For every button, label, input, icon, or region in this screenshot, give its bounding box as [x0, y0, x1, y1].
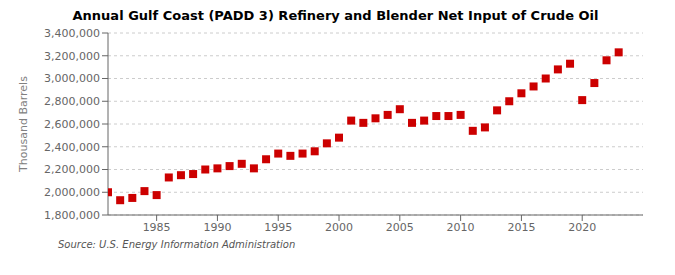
svg-text:1990: 1990 [203, 221, 231, 234]
svg-text:2020: 2020 [568, 221, 596, 234]
svg-text:2,200,000: 2,200,000 [44, 163, 100, 176]
svg-text:3,400,000: 3,400,000 [44, 27, 100, 40]
svg-text:1,800,000: 1,800,000 [44, 209, 100, 222]
svg-text:2010: 2010 [447, 221, 475, 234]
svg-text:2015: 2015 [507, 221, 535, 234]
svg-text:3,000,000: 3,000,000 [44, 72, 100, 85]
svg-text:2,600,000: 2,600,000 [44, 118, 100, 131]
svg-text:2,000,000: 2,000,000 [44, 186, 100, 199]
svg-text:2005: 2005 [386, 221, 414, 234]
svg-text:2,800,000: 2,800,000 [44, 95, 100, 108]
svg-text:1985: 1985 [143, 221, 171, 234]
svg-text:1995: 1995 [264, 221, 292, 234]
html-text:Annual Gulf Coast (PADD 3) Ref: Annual Gulf Coast (PADD 3) Refinery and … [72, 8, 599, 23]
svg-text:3,200,000: 3,200,000 [44, 50, 100, 63]
svg-text:2000: 2000 [325, 221, 353, 234]
html-text:Source: U.S. Energy Informatio: Source: U.S. Energy Information Administ… [58, 239, 296, 250]
svg-text:Thousand Barrels: Thousand Barrels [17, 76, 30, 173]
svg-text:2,400,000: 2,400,000 [44, 141, 100, 154]
